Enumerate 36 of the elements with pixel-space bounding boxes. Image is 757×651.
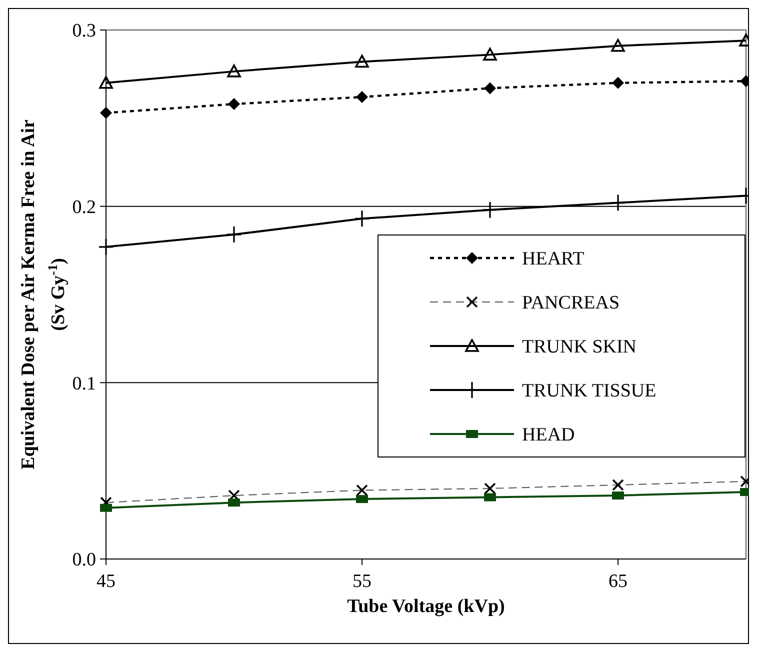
point [611, 38, 625, 52]
point [484, 493, 496, 502]
point [610, 194, 626, 212]
point [612, 76, 624, 89]
point [98, 238, 114, 256]
x-tick-label: 65 [608, 571, 628, 592]
point [354, 210, 370, 228]
legend-label: HEAD [522, 424, 575, 446]
point [226, 226, 242, 244]
point [483, 48, 497, 61]
y-tick-label: 0.3 [72, 20, 96, 42]
point [228, 498, 240, 507]
point [355, 54, 369, 68]
y-tick-label: 0.0 [72, 550, 96, 571]
point [484, 482, 496, 494]
point [612, 479, 624, 491]
x-axis-title: Tube Voltage (kVp) [347, 596, 505, 617]
point [484, 82, 496, 94]
point [228, 98, 240, 110]
point [356, 91, 368, 104]
point [100, 504, 112, 512]
point [99, 76, 113, 89]
point [356, 484, 368, 496]
x-tick-label: 55 [352, 571, 372, 592]
legend-label: TRUNK SKIN [522, 336, 637, 358]
legend-label: HEART [522, 248, 585, 270]
point [482, 201, 498, 219]
point [227, 64, 241, 78]
point [612, 492, 624, 500]
y-tick-label: 0.1 [72, 373, 96, 394]
legend-label: TRUNK TISSUE [522, 380, 656, 402]
y-tick-label: 0.2 [72, 196, 96, 218]
legend-label: PANCREAS [522, 292, 620, 314]
point [100, 106, 112, 119]
x-tick-label: 45 [96, 571, 116, 592]
point [356, 495, 368, 504]
